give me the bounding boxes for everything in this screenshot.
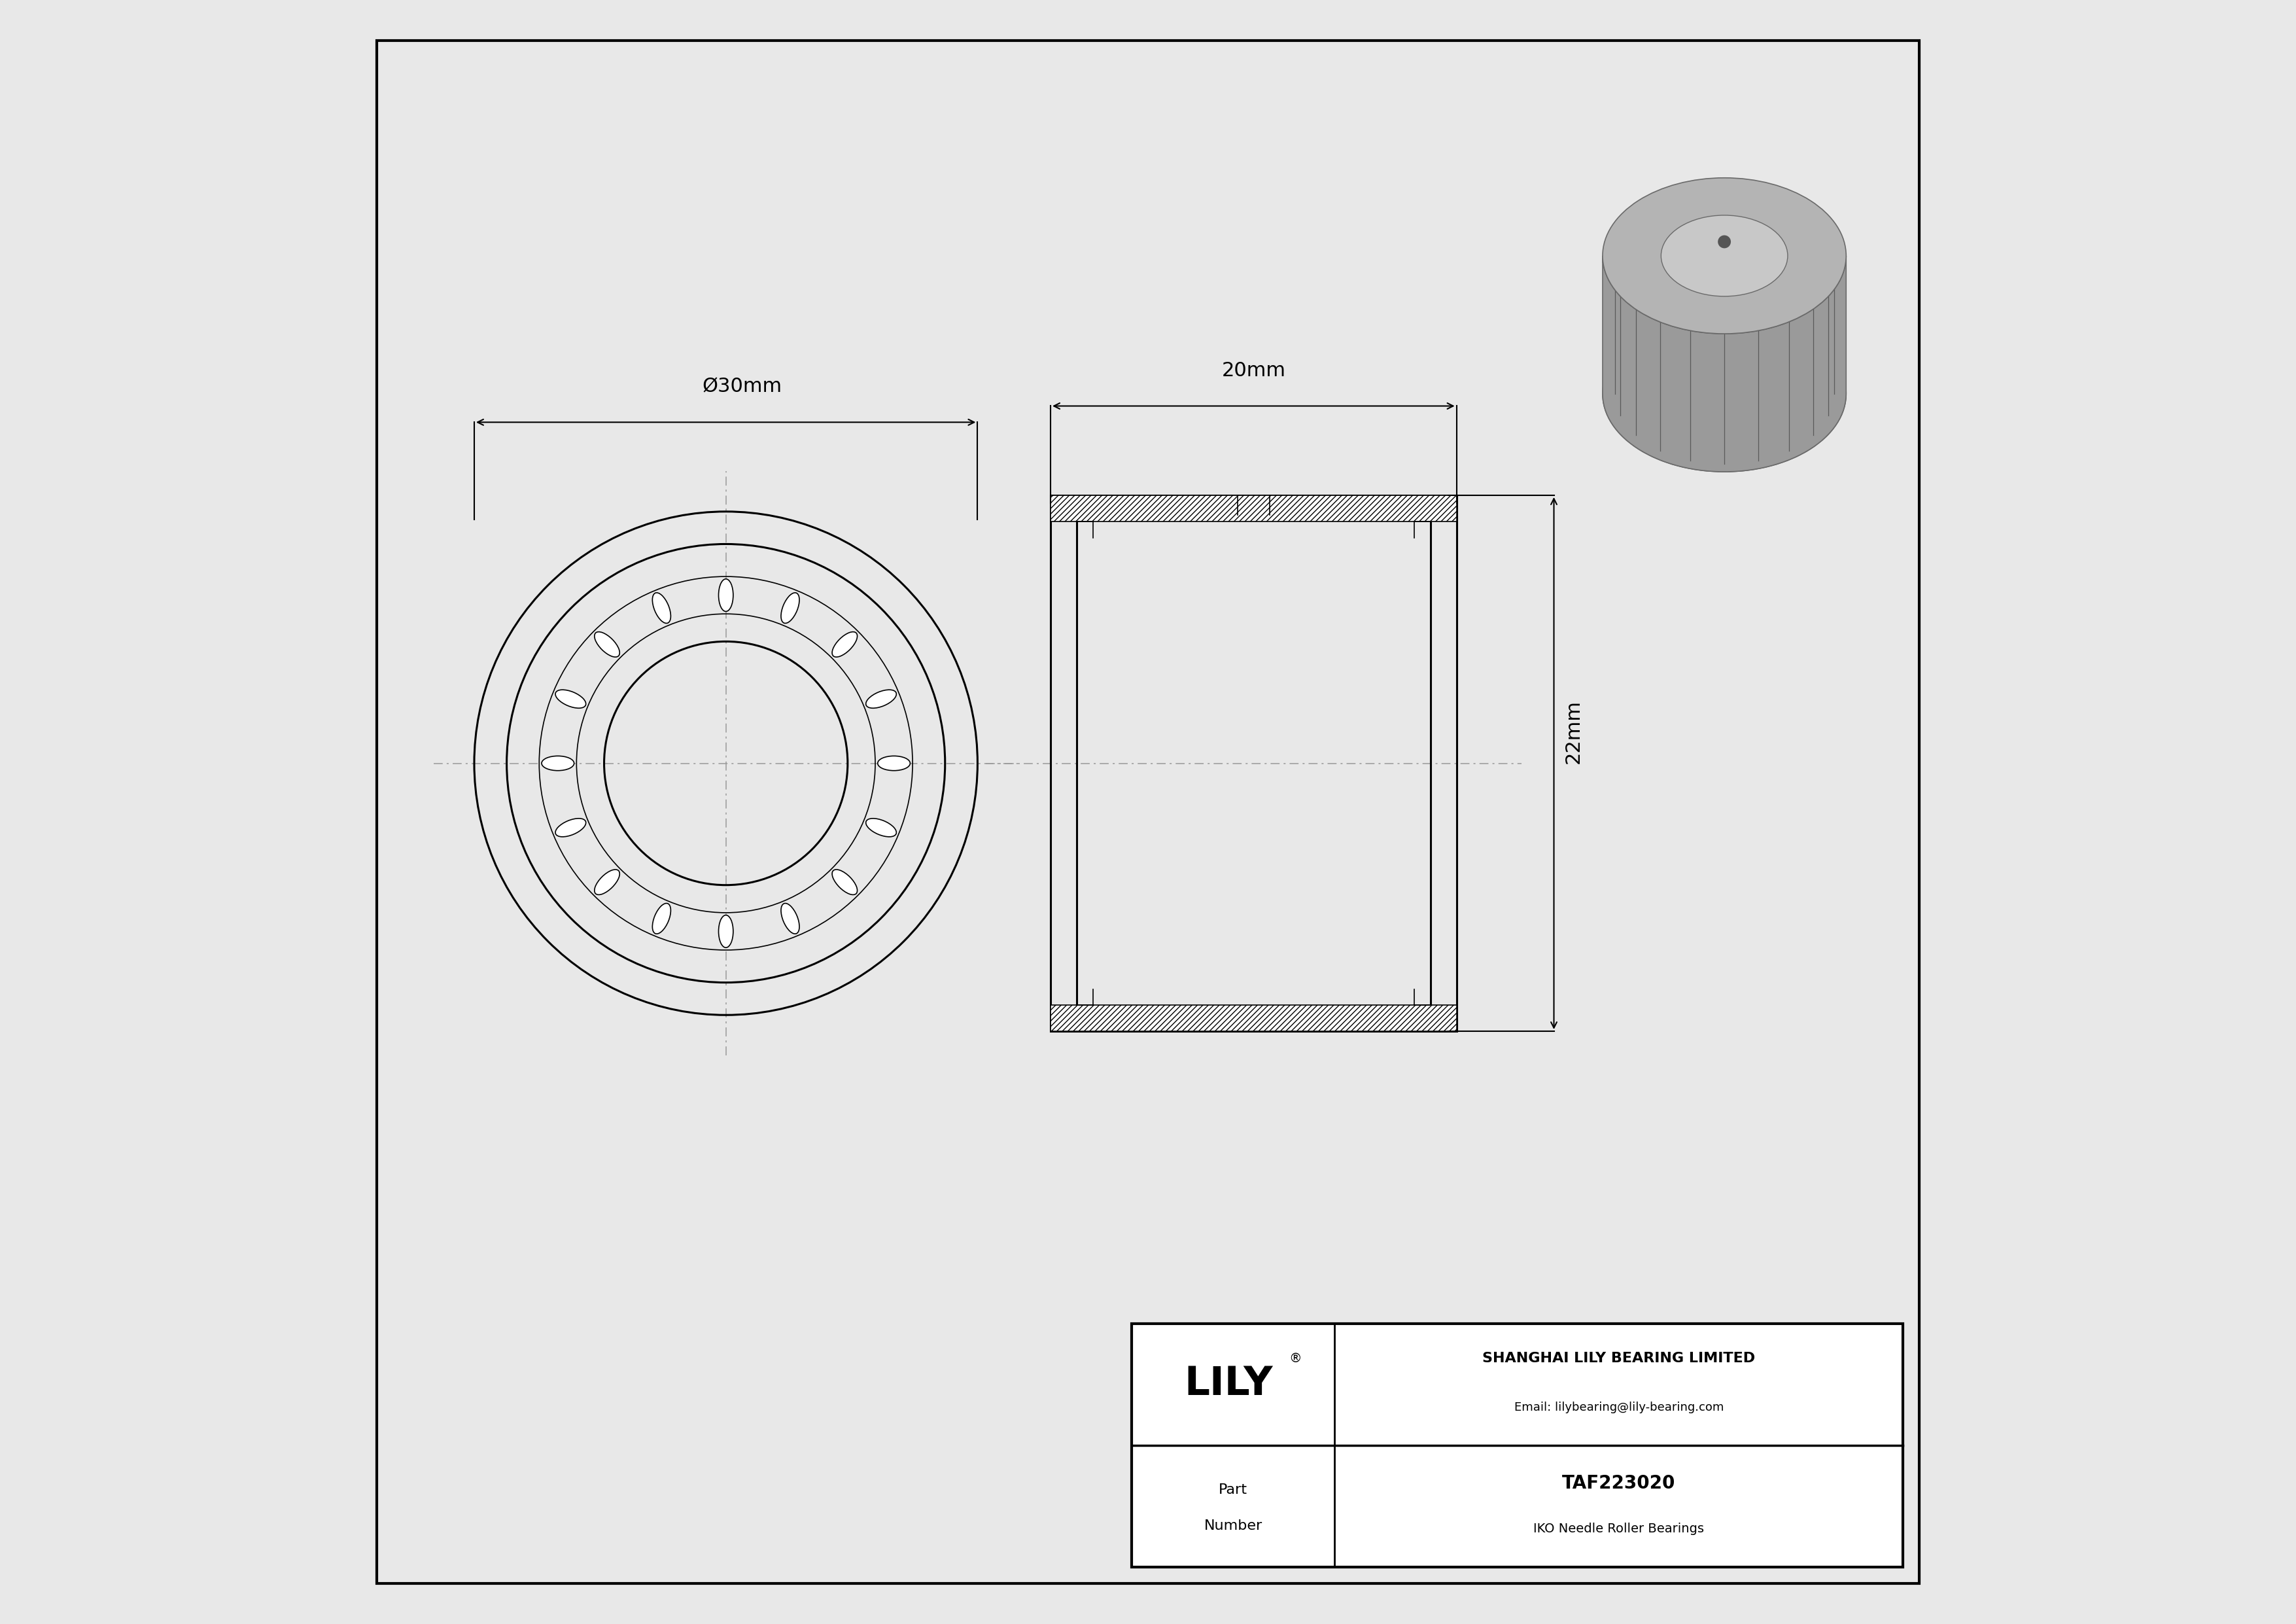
Text: LILY: LILY — [1185, 1366, 1272, 1403]
Ellipse shape — [831, 632, 856, 658]
Ellipse shape — [877, 755, 909, 771]
Ellipse shape — [652, 903, 670, 934]
Ellipse shape — [866, 690, 895, 708]
Ellipse shape — [1603, 179, 1846, 335]
Bar — [1052, 1005, 1456, 1031]
Ellipse shape — [781, 593, 799, 624]
Text: Email: lilybearing@lily-bearing.com: Email: lilybearing@lily-bearing.com — [1513, 1402, 1724, 1413]
Ellipse shape — [1603, 315, 1846, 471]
Ellipse shape — [556, 690, 585, 708]
Ellipse shape — [831, 869, 856, 895]
Ellipse shape — [866, 818, 895, 836]
Text: 22mm: 22mm — [1564, 700, 1582, 763]
Ellipse shape — [652, 593, 670, 624]
Polygon shape — [1603, 255, 1846, 471]
Bar — [1052, 495, 1456, 521]
Ellipse shape — [595, 632, 620, 658]
Bar — [1132, 1324, 1903, 1567]
Text: Number: Number — [1203, 1518, 1263, 1533]
Text: SHANGHAI LILY BEARING LIMITED: SHANGHAI LILY BEARING LIMITED — [1483, 1351, 1754, 1366]
Ellipse shape — [556, 818, 585, 836]
Text: 20mm: 20mm — [1221, 361, 1286, 380]
Ellipse shape — [542, 755, 574, 771]
Ellipse shape — [1660, 216, 1789, 296]
Text: IKO Needle Roller Bearings: IKO Needle Roller Bearings — [1534, 1523, 1704, 1535]
Ellipse shape — [719, 578, 732, 612]
Circle shape — [1717, 235, 1731, 248]
Text: Ø30mm: Ø30mm — [703, 377, 783, 396]
Bar — [1052, 495, 1456, 1031]
Ellipse shape — [719, 916, 732, 948]
Text: ®: ® — [1288, 1353, 1302, 1364]
Text: Part: Part — [1219, 1483, 1247, 1497]
Ellipse shape — [781, 903, 799, 934]
Ellipse shape — [595, 869, 620, 895]
Text: TAF223020: TAF223020 — [1561, 1475, 1676, 1492]
